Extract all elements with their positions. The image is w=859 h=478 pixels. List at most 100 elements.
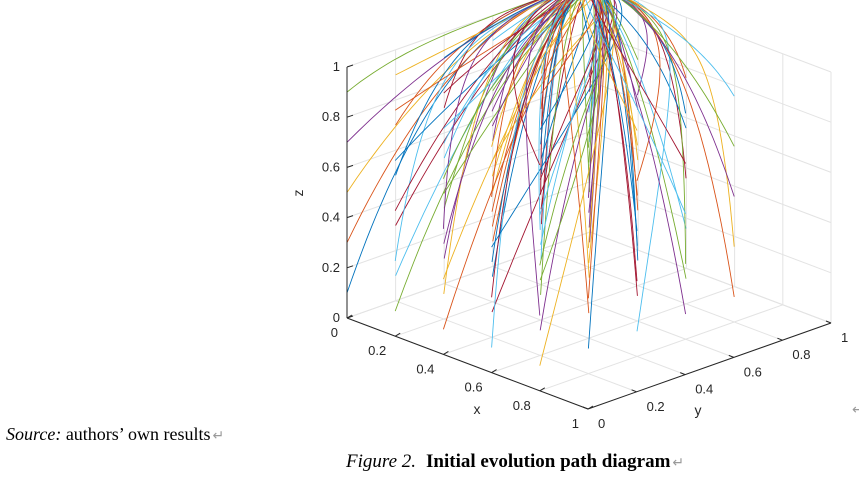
trajectory-line xyxy=(622,0,687,114)
trajectory-line xyxy=(491,0,574,298)
return-mark-icon: ↵ xyxy=(672,455,685,471)
return-mark-icon: ↵ xyxy=(852,402,859,418)
trajectory-line xyxy=(442,0,545,229)
trajectory-line xyxy=(394,0,569,111)
trajectory-line xyxy=(588,0,608,263)
trajectory-line xyxy=(491,0,567,147)
trajectory-line xyxy=(539,0,615,366)
trajectory-line xyxy=(442,0,576,179)
trajectory-line xyxy=(603,0,687,229)
trajectory-line xyxy=(443,0,544,59)
y-tick-mark xyxy=(680,372,686,376)
figure-title: Initial evolution path diagram xyxy=(426,451,671,472)
y-tick-label: 0 xyxy=(598,416,605,430)
z-tick-mark xyxy=(346,114,354,118)
trajectory-line xyxy=(605,0,639,60)
trajectory-line xyxy=(443,0,566,94)
grid-line xyxy=(346,181,591,269)
trajectory-line xyxy=(395,0,549,76)
x-tick-mark xyxy=(394,332,401,337)
trajectory-line xyxy=(525,0,559,316)
grid-line xyxy=(589,231,832,324)
trajectory-line xyxy=(597,0,638,296)
x-tick-mark xyxy=(443,350,449,355)
trajectory-line xyxy=(624,0,735,297)
grid-line xyxy=(491,286,735,374)
trajectory-line xyxy=(589,0,598,92)
source-text: authors’ own results xyxy=(61,424,211,444)
grid-line xyxy=(346,0,538,68)
x-tick-mark xyxy=(491,369,497,374)
trajectory-line xyxy=(491,0,575,277)
y-axis-line xyxy=(587,322,832,410)
trajectory-line xyxy=(346,0,546,193)
grid-line xyxy=(395,249,639,337)
z-tick-mark xyxy=(346,215,354,219)
trajectory-line xyxy=(587,0,605,299)
trajectory-line xyxy=(605,0,639,211)
trajectory-line xyxy=(593,0,638,231)
trajectory-line xyxy=(443,0,570,144)
evolution-path-chart: 0 0.2 0.4 0.6 0.8 1 0 0.2 0.4 0.6 0.8 1 0 0.2 0.4 0.6 0.… xyxy=(290,0,848,430)
trajectory-line xyxy=(346,0,547,243)
y-tick-label: 0.2 xyxy=(647,399,665,414)
z-tick-mark xyxy=(346,164,354,168)
y-tick-mark xyxy=(631,389,637,393)
trajectory-line xyxy=(587,0,611,349)
grid-line xyxy=(444,283,686,376)
figure-number: Figure 2. xyxy=(346,451,417,472)
y-tick-label: 0.8 xyxy=(792,347,810,362)
grid-line xyxy=(492,265,734,358)
trajectory-line xyxy=(626,0,648,96)
trajectory-line xyxy=(604,0,639,110)
trajectory-line xyxy=(394,0,558,211)
trajectory-line xyxy=(395,0,540,176)
y-tick-mark xyxy=(825,320,832,324)
z-tick-label: 0.2 xyxy=(322,260,340,275)
trajectory-line xyxy=(599,0,638,196)
trajectory-line xyxy=(513,0,552,166)
trajectory-line xyxy=(443,0,539,109)
grid-line xyxy=(539,304,783,392)
z-axis-label: z xyxy=(290,190,306,197)
trajectory-line xyxy=(539,0,608,180)
grid-line xyxy=(638,0,832,73)
grid-line xyxy=(346,131,591,219)
x-tick-label: 1 xyxy=(572,416,579,430)
trajectory-line xyxy=(540,0,574,145)
trajectory-line xyxy=(628,0,687,79)
z-tick-mark xyxy=(346,64,354,68)
trajectory-layer xyxy=(346,0,735,366)
x-tick-mark xyxy=(587,405,594,410)
grid-line xyxy=(589,80,832,173)
trajectory-line xyxy=(491,0,563,197)
trajectory-line xyxy=(492,0,554,41)
grid-line xyxy=(589,131,832,224)
trajectory-line xyxy=(491,0,573,348)
axis-layer xyxy=(346,64,832,410)
trajectory-line xyxy=(491,0,562,77)
trajectory-line xyxy=(539,0,614,266)
trajectory-line xyxy=(540,0,571,174)
trajectory-line xyxy=(561,0,590,314)
trajectory-line xyxy=(582,0,638,131)
trajectory-line xyxy=(621,0,735,147)
trajectory-line xyxy=(596,0,687,315)
trajectory-line xyxy=(539,0,605,216)
y-tick-label: 0.4 xyxy=(695,382,713,397)
y-tick-label: 1 xyxy=(841,330,848,345)
x-tick-label: 0 xyxy=(331,325,338,340)
trajectory-line xyxy=(629,0,735,247)
z-tick-label: 0.6 xyxy=(322,159,340,174)
y-tick-label: 0.6 xyxy=(744,364,762,379)
trajectory-line xyxy=(605,0,687,129)
figure-caption: Figure 2. Initial evolution path diagram ↵ xyxy=(346,451,684,473)
trajectory-line xyxy=(591,0,686,164)
trajectory-line xyxy=(540,0,571,124)
y-tick-mark xyxy=(728,354,734,358)
trajectory-line xyxy=(569,0,590,278)
trajectory-line xyxy=(346,0,538,93)
trajectory-line xyxy=(585,0,687,214)
z-tick-label: 0.4 xyxy=(322,210,340,225)
